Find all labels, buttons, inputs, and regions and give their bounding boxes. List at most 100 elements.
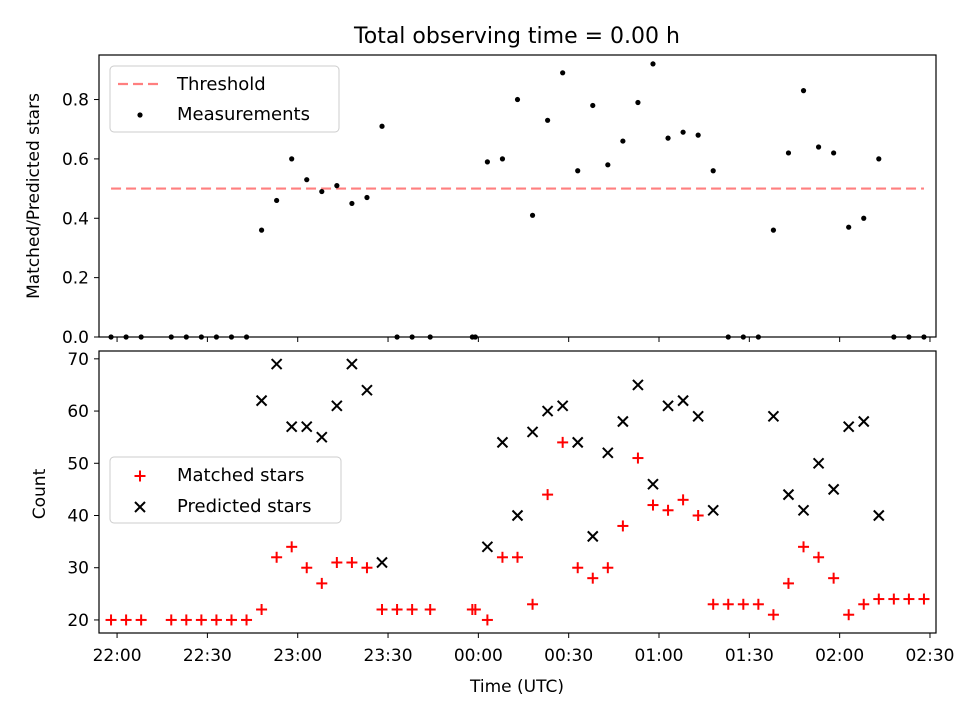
matched-point [331,557,343,568]
matched-point [210,614,222,626]
matched-point [256,604,268,615]
measurement-point [695,132,701,138]
measurement-point [349,200,355,207]
x-tick-label: 00:00 [454,646,503,666]
ratio-y-tick-label: 0.4 [62,209,89,229]
matched-point [346,557,358,568]
matched-point [105,614,117,626]
matched-point [195,614,207,626]
count-legend-box [109,456,342,524]
matched-point [692,510,704,521]
matched-point [647,499,659,511]
measurement-point [379,123,385,129]
measurement-point [289,156,295,162]
measurement-point [785,150,792,156]
measurement-point [635,99,641,106]
legend-measurement-swatch [137,112,143,118]
matched-point [271,551,283,563]
matched-point [767,609,779,621]
ratio-legend-box [109,65,340,133]
count-y-tick-label: 20 [67,611,89,631]
count-y-tick-label: 40 [67,507,89,527]
measurement-point [304,177,310,183]
x-tick-label: 00:30 [544,646,593,666]
predicted-point [481,541,494,553]
measurement-point [650,61,656,67]
count-y-label: Count [30,468,50,519]
matched-point [165,614,177,626]
count-panel-frame [98,350,937,634]
measurement-point [770,227,777,233]
x-tick-label: 23:30 [364,646,413,666]
legend-matched-label: Matched stars [177,465,304,486]
x-tick-label: 01:30 [725,646,774,666]
predicted-point [270,358,283,370]
measurement-point [560,70,566,76]
ratio-y-tick-label: 0.2 [62,269,89,289]
measurement-point [861,215,867,221]
matched-point [376,604,388,615]
ratio-legend: Threshold Measurements [109,65,340,133]
predicted-point [632,379,644,391]
count-legend: Matched stars Predicted stars [109,456,342,524]
matched-point [873,593,885,605]
predicted-point [873,509,885,522]
matched-point [180,614,192,626]
predicted-point [572,436,584,449]
measurement-point [514,96,521,103]
matched-point [572,562,584,574]
predicted-point [496,436,509,449]
matched-point [135,614,147,626]
matched-point [813,551,825,563]
matched-points [105,436,930,626]
matched-point [301,562,313,574]
measurement-point [319,188,325,195]
predicted-point [526,426,539,438]
x-tick-label: 22:30 [183,646,232,666]
matched-point [316,577,328,589]
legend-predicted-swatch [134,501,146,513]
predicted-point [617,415,629,428]
matched-point [391,604,403,615]
predicted-point [602,447,614,459]
x-tick-label: 02:30 [905,646,954,666]
matched-point [406,604,418,615]
predicted-point [301,421,313,433]
ratio-y-tick-label: 0.6 [62,150,89,170]
predicted-point [812,457,825,469]
ratio-y-tick-label: 0.0 [62,328,89,348]
count-y-tick-label: 60 [67,402,89,422]
measurement-point [876,156,882,162]
matched-point [469,604,481,615]
matched-point [602,562,614,574]
predicted-point [677,394,689,407]
measurement-point [575,168,581,174]
matched-point [542,489,554,501]
x-tick-label: 01:00 [635,646,684,666]
predicted-point [692,410,704,422]
predicted-point [346,358,358,370]
legend-matched-swatch [134,470,146,482]
matched-point [587,572,599,584]
matched-point [782,577,794,589]
legend-measurement-label: Measurements [177,104,310,125]
measurement-point [710,168,716,174]
legend-threshold-label: Threshold [176,74,266,95]
predicted-point [587,530,599,543]
predicted-point [556,400,569,412]
predicted-point [647,478,659,490]
legend-predicted-marker [134,501,146,513]
legend-predicted-label: Predicted stars [177,496,311,517]
matched-point [120,614,132,626]
matched-point [903,593,915,605]
matched-point [512,551,523,563]
measurement-point [846,224,852,230]
measurement-point [545,117,551,123]
predicted-point [331,400,343,412]
measurement-point [274,197,280,204]
count-y-axis: 20 30 40 50 60 70 [67,350,99,631]
measurement-point [499,156,506,162]
predicted-point [361,384,373,396]
matched-point [737,598,749,610]
count-y-tick-label: 30 [67,559,89,579]
